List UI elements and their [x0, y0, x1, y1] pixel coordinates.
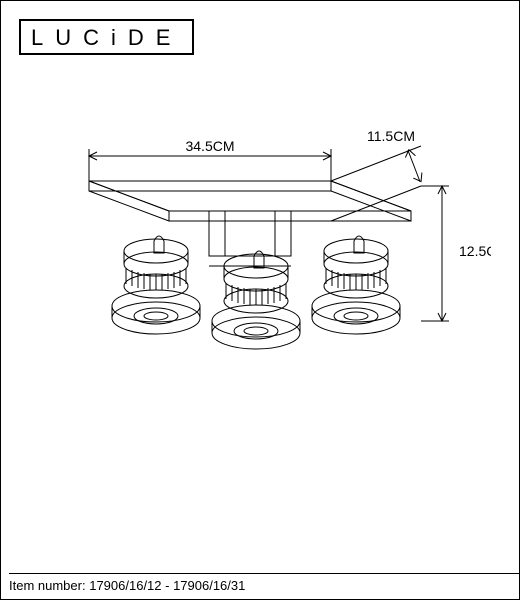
dimension-depth: 11.5CM [331, 128, 425, 221]
brand-text: LUCiDE [31, 25, 182, 50]
dimension-height: 12.5CM [421, 186, 491, 321]
dim-depth-label: 11.5CM [367, 128, 415, 144]
technical-diagram: 34.5CM 11.5CM [31, 111, 491, 531]
dim-width-label: 34.5CM [185, 138, 234, 154]
spotlight-1 [112, 236, 200, 334]
diagram-svg: 34.5CM 11.5CM [31, 111, 491, 531]
dim-height-label: 12.5CM [459, 243, 491, 259]
item-number-line: Item number: 17906/16/12 - 17906/16/31 [9, 573, 519, 593]
spotlight-3 [312, 236, 400, 334]
dimension-width: 34.5CM [89, 138, 331, 181]
page: LUCiDE 34.5CM [0, 0, 520, 600]
item-number-value: 17906/16/12 - 17906/16/31 [89, 578, 245, 593]
item-number-label: Item number: [9, 578, 86, 593]
base-plate [89, 181, 411, 221]
brand-logo: LUCiDE [19, 19, 194, 55]
